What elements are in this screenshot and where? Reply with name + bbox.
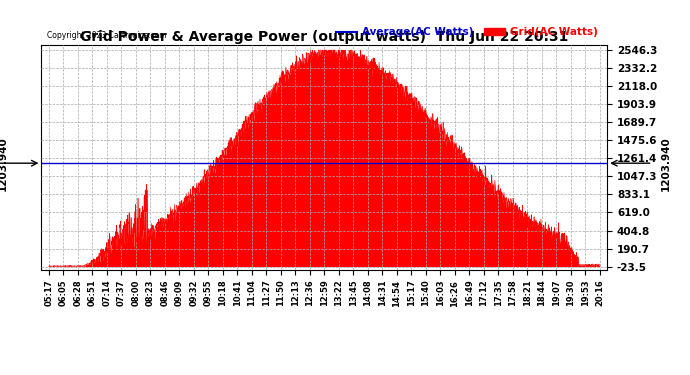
Text: 1203.940: 1203.940 [0,136,8,190]
Legend: Average(AC Watts), Grid(AC Watts): Average(AC Watts), Grid(AC Watts) [332,23,602,42]
Title: Grid Power & Average Power (output watts)  Thu Jun 22 20:31: Grid Power & Average Power (output watts… [80,30,569,44]
Text: Copyright 2023 Cartronics.com: Copyright 2023 Cartronics.com [47,32,166,40]
Text: 1203.940: 1203.940 [660,136,671,190]
